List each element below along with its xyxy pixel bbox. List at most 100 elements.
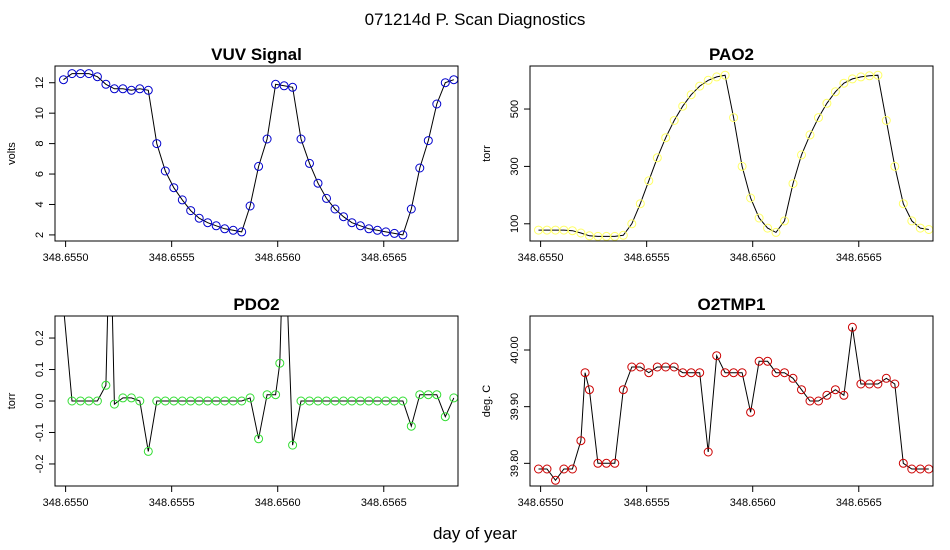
y-tick-label: 0.0 (34, 393, 46, 408)
panel-title: O2TMP1 (697, 295, 765, 314)
x-tick-label: 348.6565 (361, 252, 407, 264)
data-point (194, 213, 204, 223)
data-point (576, 228, 586, 238)
data-point (746, 407, 756, 417)
panel-o2tmp1: O2TMP1 348.6550 348.6555 348.6560 348.6565 39… (481, 295, 934, 509)
data-point (186, 206, 196, 216)
data-point (678, 101, 688, 111)
data-point (92, 72, 102, 82)
data-point (245, 201, 255, 211)
data-point (898, 199, 908, 209)
data-point (898, 458, 908, 468)
data-point (839, 78, 849, 88)
data-point (797, 385, 806, 395)
data-point (661, 133, 671, 143)
panels-group: VUV Signal 348.6550 348.6555 348.6560 348.65… (6, 45, 934, 509)
data-point (398, 230, 408, 240)
series-line (63, 73, 454, 236)
y-tick-label: 39.80 (509, 450, 521, 478)
data-point (220, 224, 230, 234)
data-point (84, 69, 94, 79)
x-tick-label: 348.6555 (149, 252, 195, 264)
y-axis-label: volts (6, 142, 18, 165)
data-point (398, 396, 408, 406)
panel-vuv-signal: VUV Signal 348.6550 348.6555 348.6560 348.65… (6, 45, 459, 264)
data-point (101, 380, 111, 390)
x-tick-label: 348.6550 (518, 497, 564, 509)
x-tick-label: 348.6555 (149, 497, 195, 509)
x-tick-label: 348.6550 (43, 497, 89, 509)
data-point (355, 221, 365, 231)
data-point (169, 183, 179, 193)
data-point (203, 218, 213, 228)
x-tick-label: 348.6565 (836, 497, 882, 509)
plot-frame (529, 65, 934, 242)
data-point (143, 446, 153, 456)
data-point (822, 98, 832, 108)
y-tick-label: 6 (34, 171, 46, 177)
data-point (440, 412, 450, 422)
data-point (245, 393, 255, 403)
series-line (538, 327, 929, 482)
data-point (254, 434, 264, 444)
data-point (703, 75, 713, 85)
data-point (59, 75, 68, 85)
y-tick-label: -0.2 (34, 454, 46, 473)
data-point (839, 390, 849, 400)
data-point (415, 163, 425, 173)
data-point (763, 223, 773, 233)
data-point (313, 178, 323, 188)
data-point (763, 356, 773, 366)
data-point (423, 136, 433, 146)
data-point (288, 440, 298, 450)
data-point (322, 193, 331, 203)
data-point (305, 158, 314, 168)
data-point (584, 385, 594, 395)
y-tick-label: -0.1 (34, 423, 46, 442)
data-point (160, 166, 170, 176)
data-point (440, 78, 450, 88)
data-point (890, 161, 900, 171)
y-tick-label: 40.00 (509, 336, 521, 364)
data-point (635, 362, 645, 372)
data-point (797, 150, 806, 160)
data-point (669, 116, 679, 125)
data-point (695, 81, 705, 91)
y-tick-label: 0.1 (34, 362, 46, 377)
data-point (873, 70, 883, 80)
data-point (864, 71, 874, 81)
data-point (135, 84, 145, 94)
data-point (339, 212, 348, 222)
data-point (695, 368, 705, 378)
series-line (63, 316, 455, 452)
x-tick-label: 348.6550 (43, 252, 89, 264)
data-point (576, 436, 586, 446)
x-tick-label: 348.6560 (255, 252, 301, 264)
panel-title: PAO2 (709, 45, 754, 64)
data-point (237, 396, 247, 406)
data-point (551, 475, 560, 485)
data-point (881, 373, 891, 383)
data-point (644, 368, 654, 378)
data-point (712, 351, 722, 361)
data-point (542, 464, 552, 474)
y-axis-label: torr (6, 392, 18, 409)
panel-pao2: PAO2 348.6550 348.6555 348.6560 348.6565 100 3… (481, 45, 934, 264)
data-point (847, 322, 857, 332)
data-point (703, 447, 713, 457)
y-tick-label: 2 (34, 232, 46, 238)
data-point (559, 225, 569, 235)
data-point (143, 85, 153, 95)
y-tick-label: 39.90 (509, 393, 521, 421)
y-tick-label: 500 (509, 100, 521, 118)
panel-title: PDO2 (233, 295, 279, 314)
data-point (737, 368, 747, 378)
data-point (118, 84, 128, 94)
data-point (406, 204, 416, 214)
panel-pdo2: PDO2 348.6550 348.6555 348.6560 348.6565 -0.2… (6, 295, 459, 509)
data-point (729, 113, 739, 123)
data-point (279, 81, 289, 91)
data-point (881, 116, 891, 125)
x-tick-label: 348.6565 (361, 497, 407, 509)
data-point (275, 358, 285, 368)
